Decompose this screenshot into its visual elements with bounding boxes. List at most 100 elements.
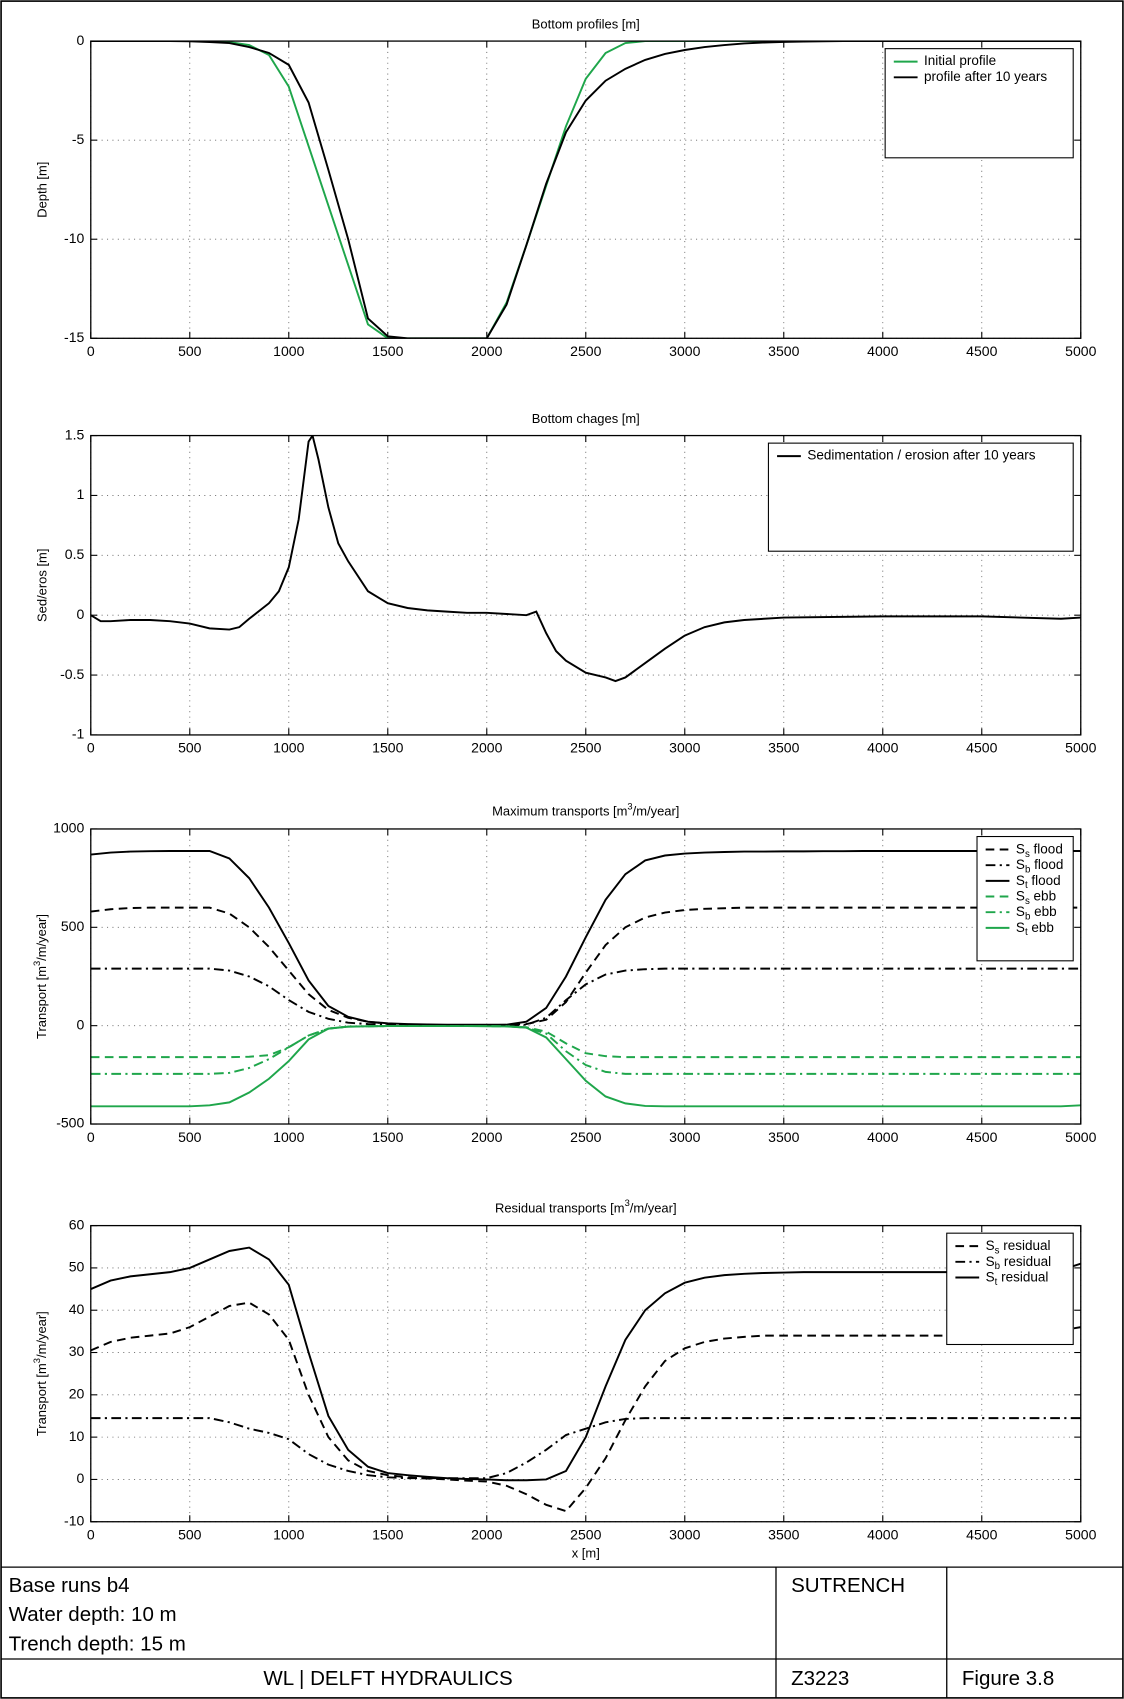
x-tick-label: 4500 <box>966 1129 997 1145</box>
y-tick-label: -5 <box>72 131 85 147</box>
y-tick-label: -0.5 <box>60 666 84 682</box>
y-axis-label: Transport [m3/m/year] <box>32 914 49 1039</box>
x-tick-label: 2000 <box>471 1526 502 1542</box>
plot-frame <box>90 1224 1082 1523</box>
block-text: Base runs b4 <box>9 1574 130 1597</box>
x-tick-label: 0 <box>87 343 95 359</box>
x-tick-label: 2500 <box>570 1526 601 1542</box>
y-tick-label: 0 <box>76 1016 84 1032</box>
block-program: SUTRENCH <box>791 1574 905 1597</box>
x-tick-label: 500 <box>178 1129 202 1145</box>
x-tick-label: 1000 <box>273 1129 304 1145</box>
x-tick-label: 3000 <box>669 343 700 359</box>
x-tick-label: 0 <box>87 1526 95 1542</box>
y-tick-label: -10 <box>64 230 84 246</box>
legend-box <box>976 835 1074 962</box>
legend-label: Initial profile <box>924 53 996 68</box>
x-tick-label: 500 <box>178 1526 202 1542</box>
x-tick-label: 5000 <box>1065 740 1096 756</box>
data-line <box>90 1025 1081 1059</box>
y-tick-label: 1000 <box>53 820 84 836</box>
x-tick-label: 3000 <box>669 1526 700 1542</box>
y-tick-label: 0 <box>76 32 84 48</box>
x-tick-label: 2500 <box>570 343 601 359</box>
y-tick-label: 60 <box>69 1216 85 1232</box>
y-tick-label: 1 <box>76 486 84 502</box>
legend-label: Ss residual <box>986 1238 1051 1256</box>
y-tick-label: 0 <box>76 1470 84 1486</box>
y-axis-label: Sed/eros [m] <box>35 549 50 622</box>
legend: Sedimentation / erosion after 10 years <box>767 442 1074 552</box>
y-tick-label: 40 <box>69 1301 85 1317</box>
plot-area <box>90 1225 1081 1522</box>
x-tick-label: 4000 <box>867 1526 898 1542</box>
y-tick-label: 0.5 <box>65 546 85 562</box>
x-tick-label: 5000 <box>1065 1526 1096 1542</box>
chart-title: Bottom profiles [m] <box>532 16 640 31</box>
block-company: WL | DELFT HYDRAULICS <box>263 1667 512 1690</box>
x-tick-label: 0 <box>87 1129 95 1145</box>
legend-box <box>884 48 1074 159</box>
x-tick-label: 1500 <box>372 1526 403 1542</box>
x-tick-label: 1000 <box>273 1526 304 1542</box>
plot-frame <box>90 40 1082 339</box>
block-project: Z3223 <box>791 1667 849 1690</box>
chart: 0 500 1000 1500 2000 2500 3000 3500 4000 4500 5000… <box>32 802 1096 1145</box>
y-tick-label: -500 <box>56 1115 84 1131</box>
x-axis-label: x [m] <box>572 1546 600 1561</box>
block-text: Trench depth: 15 m <box>9 1632 186 1655</box>
x-tick-label: 2500 <box>570 740 601 756</box>
x-tick-label: 1500 <box>372 1129 403 1145</box>
y-tick-label: -10 <box>64 1512 84 1528</box>
y-axis-label: Depth [m] <box>35 162 50 218</box>
chart-title: Bottom chages [m] <box>532 411 640 426</box>
x-tick-label: 2000 <box>471 343 502 359</box>
x-tick-label: 4500 <box>966 740 997 756</box>
block-text: Water depth: 10 m <box>9 1603 177 1626</box>
legend-box <box>946 1232 1074 1346</box>
chart-title: Residual transports [m3/m/year] <box>495 1198 677 1215</box>
x-tick-label: 0 <box>87 740 95 756</box>
title-block: Base runs b4 Water depth: 10 m Trench de… <box>1 1566 1123 1698</box>
chart: 0 500 1000 1500 2000 2500 3000 3500 4000 4500 5000… <box>35 411 1097 756</box>
x-tick-label: 3000 <box>669 740 700 756</box>
x-tick-label: 1500 <box>372 740 403 756</box>
legend-label: Sb flood <box>1016 857 1063 875</box>
legend-label: Sb residual <box>986 1253 1051 1271</box>
legend-label: St ebb <box>1016 919 1054 937</box>
x-tick-label: 4000 <box>867 1129 898 1145</box>
x-tick-label: 500 <box>178 740 202 756</box>
y-tick-label: 10 <box>69 1428 85 1444</box>
y-tick-label: 1.5 <box>65 426 85 442</box>
x-tick-label: 5000 <box>1065 343 1096 359</box>
x-tick-label: 3500 <box>768 1526 799 1542</box>
y-tick-label: -15 <box>64 329 84 345</box>
data-line <box>90 435 1081 683</box>
data-line <box>90 1025 1081 1108</box>
x-tick-label: 3500 <box>768 1129 799 1145</box>
x-tick-label: 1000 <box>273 740 304 756</box>
x-tick-label: 3000 <box>669 1129 700 1145</box>
x-tick-label: 1000 <box>273 343 304 359</box>
x-tick-label: 2000 <box>471 740 502 756</box>
data-line <box>90 906 1081 1027</box>
x-tick-label: 3500 <box>768 740 799 756</box>
y-tick-label: -1 <box>72 726 85 742</box>
legend-label: St residual <box>986 1269 1049 1287</box>
x-tick-label: 3500 <box>768 343 799 359</box>
y-axis-label: Transport [m3/m/year] <box>32 1311 49 1436</box>
data-line <box>90 41 1081 339</box>
y-tick-label: 500 <box>61 918 85 934</box>
legend-label: Ss ebb <box>1016 888 1056 906</box>
block-figure: Figure 3.8 <box>962 1667 1054 1690</box>
x-tick-label: 4000 <box>867 343 898 359</box>
plot-frame <box>90 828 1082 1125</box>
legend-label: profile after 10 years <box>924 69 1047 84</box>
y-tick-label: 50 <box>69 1259 85 1275</box>
chart-title: Maximum transports [m3/m/year] <box>492 802 679 819</box>
data-line <box>90 850 1081 1026</box>
